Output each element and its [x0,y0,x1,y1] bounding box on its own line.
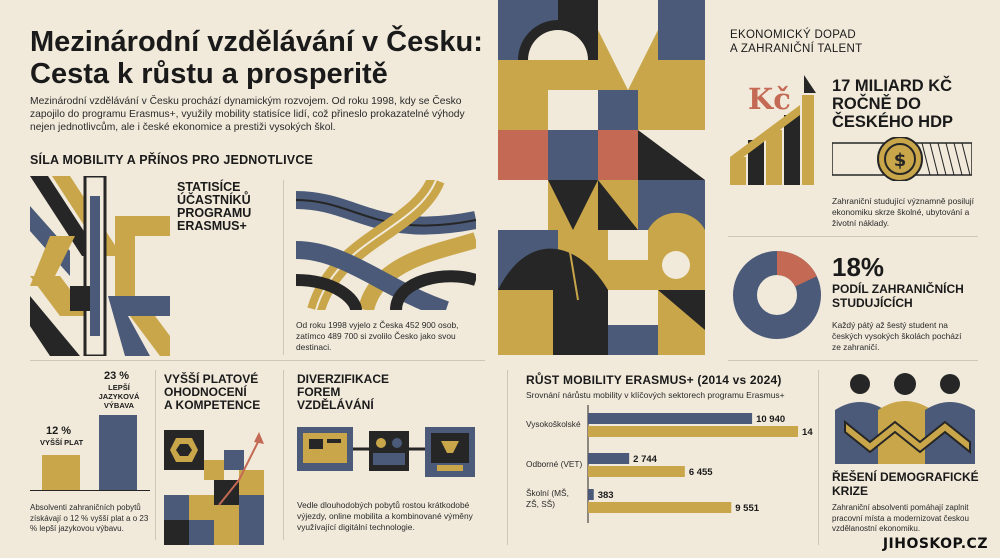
diversification-heading-line: DIVERZIFIKACE [297,372,390,386]
salary-label: VYŠŠÍ PLAT [40,438,84,447]
demography-text: Zahraniční absolventi pomáhají zaplnit p… [832,503,969,533]
diversification-heading-line: VZDĚLÁVÁNÍ [297,398,374,412]
language-label: LEPŠÍ JAZYKOVÁ VÝBAVA [96,383,142,410]
divider [283,370,284,540]
salary-heading-line: A KOMPETENCE [164,398,261,412]
divider [30,360,485,361]
share-heading: PODÍL ZAHRANIČNÍCH STUDUJÍCÍCH [832,282,964,310]
crossing-paths-illustration [296,180,476,310]
mobility-heading: SÍLA MOBILITY A PŘÍNOS PRO JEDNOTLIVCE [30,153,314,167]
divider [507,370,508,545]
growth-bar-chart: Vysokoškolské 10 940 14 003 Odborné (VET) 2 … [526,405,815,523]
value-label: 10 940 [756,414,785,425]
language-label-line: LEPŠÍ [108,383,130,392]
arrows-illustration [30,176,170,356]
category-label: Školní (MŠ, [526,488,569,498]
diversification-heading-line: FOREM [297,385,341,399]
title-line-2: Cesta k růstu a prosperitě [30,58,388,90]
demography-heading-line: KRIZE [832,484,868,498]
watermark: JIHOSKOP.CZ [882,536,988,552]
divider [818,370,819,545]
intro-paragraph: Mezinárodní vzdělávání v Česku prochází … [30,96,465,133]
divider [283,180,284,355]
education-forms-illustration [297,427,475,477]
chart-bar [588,466,685,477]
currency-label: Kč [748,82,791,116]
title-line-1: Mezinárodní vzdělávání v Česku: [30,26,483,58]
divider [155,370,156,540]
geometric-mosaic [498,0,705,355]
share-stat: 18% [832,252,885,282]
category-label: Odborné (VET) [526,459,582,469]
growth-stairs-illustration [164,430,264,545]
big-stat: 17 MILIARD KČ ROČNĚ DO ČESKÉHO HDP [832,77,953,131]
salary-heading-line: VYŠŠÍ PLATOVÉ [164,372,259,386]
share-heading-line: PODÍL ZAHRANIČNÍCH [832,282,964,296]
language-pct: 23 % [104,370,130,382]
salary-text: Absolventi zahraničních pobytů získávají… [30,503,149,533]
language-bar [99,415,137,490]
language-label-line: JAZYKOVÁ [98,392,140,401]
chart-bar [588,413,753,424]
chart-bar [588,453,630,464]
share-donut-chart [733,251,821,339]
value-label: 6 455 [689,467,713,478]
participants-heading-line: ERASMUS+ [177,219,247,233]
bars-baseline [30,490,150,491]
diversification-heading: DIVERZIFIKACE FOREM VZDĚLÁVÁNÍ [297,373,389,412]
demography-heading-line: ŘEŠENÍ DEMOGRAFICKÉ [832,470,979,484]
salary-heading: VYŠŠÍ PLATOVÉ OHODNOCENÍ A KOMPETENCE [164,373,260,412]
chart-bar [588,426,799,437]
economy-heading-line: A ZAHRANIČNÍ TALENT [730,43,863,55]
chart-bar [588,489,594,500]
currency-growth-illustration [730,75,816,185]
value-label: 14 003 [802,427,815,438]
share-text: Každý pátý až šestý student na českých v… [832,320,962,352]
big-stat-line: ROČNĚ DO [832,95,921,113]
chart-title: RŮST MOBILITY ERASMUS+ (2014 vs 2024) [526,373,782,387]
page-title: Mezinárodní vzdělávání v Česku: Cesta k … [30,26,490,90]
big-stat-text: Zahraniční studující významně posilují e… [832,196,974,228]
big-stat-line: ČESKÉHO HDP [832,113,954,131]
coin-icon: $ [832,137,972,181]
chart-subtitle: Srovnání nárůstu mobility v klíčových se… [526,390,785,400]
participants-heading-line: ÚČASTNÍKŮ [177,193,251,207]
value-label: 2 744 [633,454,657,465]
salary-heading-line: OHODNOCENÍ [164,385,247,399]
participants-heading-line: STATISÍCE [177,180,241,194]
diversification-text: Vedle dlouhodobých pobytů rostou krátkod… [297,500,473,532]
people-illustration [835,373,975,464]
salary-pct: 12 % [46,425,72,437]
category-label: ZŠ, SŠ) [526,499,555,509]
value-label: 9 551 [735,503,759,514]
chart-bar [588,502,732,513]
category-label: Vysokoškolské [526,419,581,429]
share-heading-line: STUDUJÍCÍCH [832,296,913,310]
participants-text: Od roku 1998 vyjelo z Česka 452 900 osob… [296,320,459,352]
economy-heading: EKONOMICKÝ DOPAD A ZAHRANIČNÍ TALENT [730,28,862,56]
divider [728,360,978,361]
language-label-line: VÝBAVA [103,401,135,410]
big-stat-line: 17 MILIARD KČ [832,77,953,95]
value-label: 383 [598,490,614,501]
salary-bar [42,455,80,490]
participants-heading-line: PROGRAMU [177,206,252,220]
divider [728,236,978,237]
participants-heading: STATISÍCE ÚČASTNÍKŮ PROGRAMU ERASMUS+ [177,181,251,233]
economy-heading-line: EKONOMICKÝ DOPAD [730,29,856,41]
demography-heading: ŘEŠENÍ DEMOGRAFICKÉ KRIZE [832,470,979,498]
svg-text:$: $ [894,150,907,171]
